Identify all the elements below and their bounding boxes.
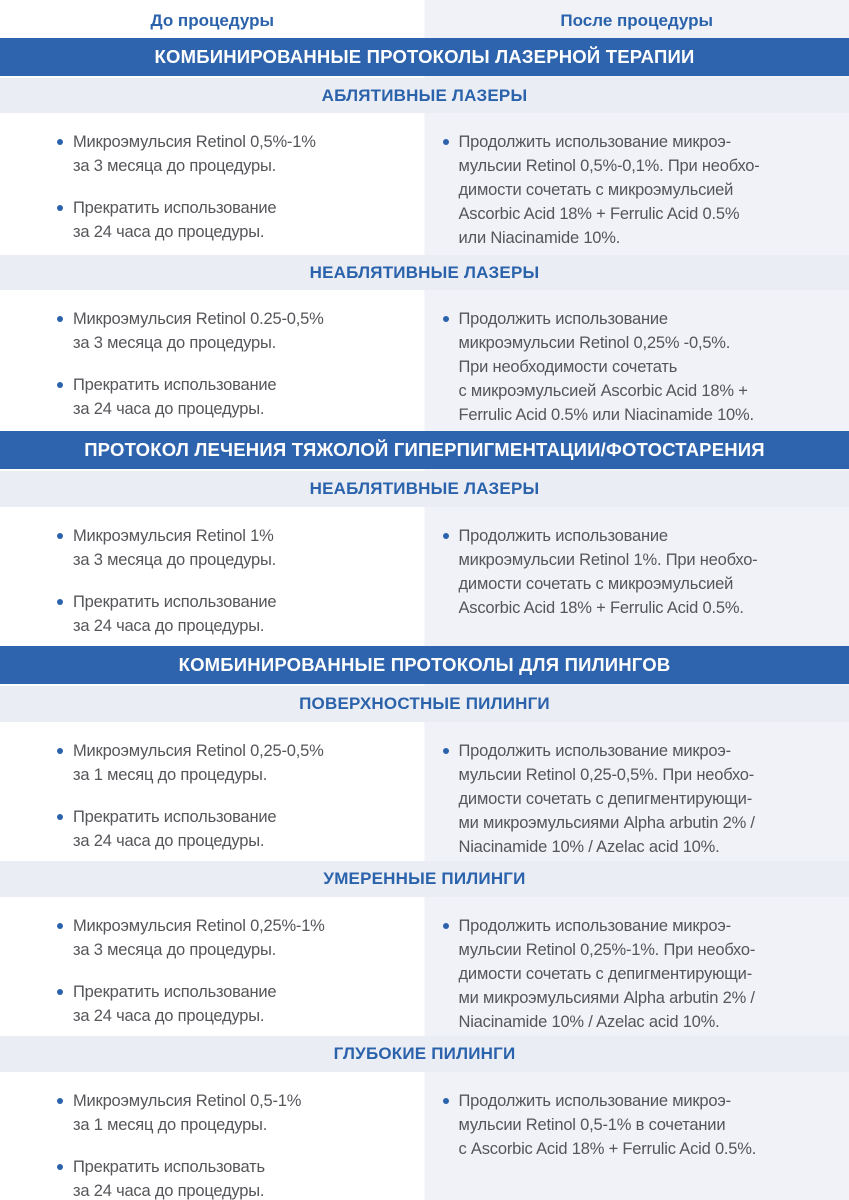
before-column: Микроэмульсия Retinol 1% за 3 месяца до … [0,507,425,646]
list-item-text: Прекратить использование за 24 часа до п… [73,199,277,241]
content-row-deep-peels: Микроэмульсия Retinol 0,5-1% за 1 месяц … [0,1072,849,1200]
after-column: Продолжить использование микроэ- мульсии… [425,1072,849,1200]
list-item-text: Микроэмульсия Retinol 0,5-1% за 1 месяц … [73,1092,302,1134]
list-item: Продолжить использование микроэ- мульсии… [442,1089,832,1161]
list-item-text: Прекратить использование за 24 часа до п… [73,983,277,1025]
bullet-icon [57,599,63,605]
content-row-nonablative-lasers: Микроэмульсия Retinol 0.25-0,5% за 3 мес… [0,290,849,431]
list-item-text: Продолжить использование микроэмульсии R… [458,527,758,617]
list-item-text: Микроэмульсия Retinol 0,5%-1% за 3 месяц… [73,133,316,175]
list-item-text: Прекратить использовать за 24 часа до пр… [73,1158,265,1200]
list-item: Продолжить использование микроэмульсии R… [442,307,832,427]
bullet-icon [57,316,63,322]
list-item-text: Продолжить использование микроэ- мульсии… [458,917,756,1031]
list-item-text: Микроэмульсия Retinol 0,25-0,5% за 1 мес… [73,742,324,784]
before-column: Микроэмульсия Retinol 0,25-0,5% за 1 мес… [0,722,425,861]
list-item: Продолжить использование микроэмульсии R… [442,524,832,620]
after-column: Продолжить использование микроэ- мульсии… [425,113,849,255]
list-item-text: Продолжить использование микроэ- мульсии… [458,133,760,247]
section-banner-peelings: КОМБИНИРОВАННЫЕ ПРОТОКОЛЫ ДЛЯ ПИЛИНГОВ [0,646,849,684]
list-item-text: Продолжить использование микроэ- мульсии… [458,1092,757,1158]
before-column: Микроэмульсия Retinol 0,5%-1% за 3 месяц… [0,113,425,255]
content-row-moderate-peels: Микроэмульсия Retinol 0,25%-1% за 3 меся… [0,897,849,1036]
list-item-text: Микроэмульсия Retinol 0.25-0,5% за 3 мес… [73,310,324,352]
list-item-text: Прекратить использование за 24 часа до п… [73,593,277,635]
list-item: Микроэмульсия Retinol 0,25%-1% за 3 меся… [57,914,405,962]
bullet-icon [442,139,449,145]
list-item-text: Продолжить использование микроэ- мульсии… [458,742,756,856]
list-item: Микроэмульсия Retinol 0,5%-1% за 3 месяц… [57,130,405,178]
list-item: Прекратить использовать за 24 часа до пр… [57,1155,405,1200]
bullet-icon [57,923,63,929]
section-banner-laser-therapy: КОМБИНИРОВАННЫЕ ПРОТОКОЛЫ ЛАЗЕРНОЙ ТЕРАП… [0,38,849,76]
bullet-icon [57,989,63,995]
list-item: Прекратить использование за 24 часа до п… [57,373,405,421]
after-column: Продолжить использование микроэ- мульсии… [425,897,849,1036]
before-column: Микроэмульсия Retinol 0,25%-1% за 3 меся… [0,897,425,1036]
subsection-title-superficial-peels: ПОВЕРХНОСТНЫЕ ПИЛИНГИ [0,686,849,722]
content-row-ablative-lasers: Микроэмульсия Retinol 0,5%-1% за 3 месяц… [0,113,849,255]
list-item: Продолжить использование микроэ- мульсии… [442,739,832,859]
list-item: Продолжить использование микроэ- мульсии… [442,914,832,1034]
before-column: Микроэмульсия Retinol 0,5-1% за 1 месяц … [0,1072,425,1200]
before-column: Микроэмульсия Retinol 0.25-0,5% за 3 мес… [0,290,425,431]
content-row-superficial-peels: Микроэмульсия Retinol 0,25-0,5% за 1 мес… [0,722,849,861]
list-item: Прекратить использование за 24 часа до п… [57,196,405,244]
after-column: Продолжить использование микроэмульсии R… [425,290,849,431]
bullet-icon [57,139,63,145]
bullet-icon [442,533,449,539]
list-item: Микроэмульсия Retinol 0.25-0,5% за 3 мес… [57,307,405,355]
section-banner-hyperpigmentation: ПРОТОКОЛ ЛЕЧЕНИЯ ТЯЖОЛОЙ ГИПЕРПИГМЕНТАЦИ… [0,431,849,469]
subsection-title-nonablative-lasers: НЕАБЛЯТИВНЫЕ ЛАЗЕРЫ [0,255,849,290]
list-item: Продолжить использование микроэ- мульсии… [442,130,832,250]
bullet-icon [442,316,449,322]
bullet-icon [442,923,449,929]
bullet-icon [57,1098,63,1104]
content-row-nonablative-lasers-2: Микроэмульсия Retinol 1% за 3 месяца до … [0,507,849,646]
after-column: Продолжить использование микроэ- мульсии… [425,722,849,861]
subsection-title-nonablative-lasers-2: НЕАБЛЯТИВНЫЕ ЛАЗЕРЫ [0,471,849,507]
list-item: Микроэмульсия Retinol 0,5-1% за 1 месяц … [57,1089,405,1137]
bullet-icon [442,1098,449,1104]
list-item: Прекратить использование за 24 часа до п… [57,805,405,853]
subsection-title-deep-peels: ГЛУБОКИЕ ПИЛИНГИ [0,1036,849,1072]
bullet-icon [57,814,63,820]
bullet-icon [57,1164,63,1170]
list-item-text: Прекратить использование за 24 часа до п… [73,808,277,850]
list-item: Прекратить использование за 24 часа до п… [57,980,405,1028]
list-item-text: Микроэмульсия Retinol 0,25%-1% за 3 меся… [73,917,325,959]
bullet-icon [57,533,63,539]
column-headers: До процедуры После процедуры [0,0,849,38]
list-item-text: Прекратить использование за 24 часа до п… [73,376,277,418]
subsection-title-ablative-lasers: АБЛЯТИВНЫЕ ЛАЗЕРЫ [0,78,849,113]
list-item: Микроэмульсия Retinol 1% за 3 месяца до … [57,524,405,572]
list-item-text: Продолжить использование микроэмульсии R… [458,310,755,424]
after-column: Продолжить использование микроэмульсии R… [425,507,849,646]
bullet-icon [442,748,449,754]
list-item-text: Микроэмульсия Retinol 1% за 3 месяца до … [73,527,277,569]
bullet-icon [57,205,63,211]
list-item: Микроэмульсия Retinol 0,25-0,5% за 1 мес… [57,739,405,787]
list-item: Прекратить использование за 24 часа до п… [57,590,405,638]
column-header-before: До процедуры [150,11,275,30]
column-header-after: После процедуры [560,11,714,30]
bullet-icon [57,748,63,754]
subsection-title-moderate-peels: УМЕРЕННЫЕ ПИЛИНГИ [0,861,849,897]
bullet-icon [57,382,63,388]
